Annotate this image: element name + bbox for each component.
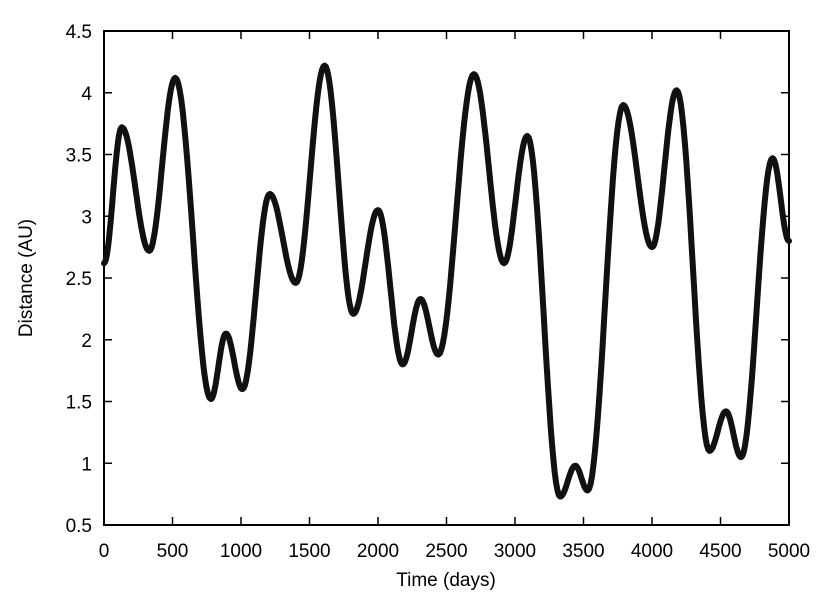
y-tick-label: 2 — [81, 331, 92, 352]
x-tick-label: 3500 — [562, 541, 604, 562]
x-tick-labels: 0 500 1000 1500 2000 2500 3000 3500 4000 4500 5000 — [99, 541, 810, 562]
x-tick-label: 2500 — [425, 541, 467, 562]
x-tick-label: 4000 — [631, 541, 673, 562]
plot-frame — [103, 30, 790, 526]
x-tick-label: 0 — [99, 541, 110, 562]
x-tick-label: 1000 — [220, 541, 262, 562]
x-tick-label: 4500 — [699, 541, 741, 562]
axis-ticks — [103, 30, 790, 526]
y-tick-labels: 0.5 1 1.5 2 2.5 3 3.5 4 4.5 — [66, 22, 93, 537]
y-tick-label: 0.5 — [66, 516, 92, 537]
x-axis-label: Time (days) — [396, 570, 496, 591]
y-tick-label: 2.5 — [66, 269, 92, 290]
y-tick-label: 3.5 — [66, 146, 92, 167]
y-tick-label: 4 — [81, 84, 92, 105]
y-tick-label: 4.5 — [66, 22, 92, 43]
y-tick-label: 1.5 — [66, 393, 92, 414]
x-tick-label: 5000 — [768, 541, 810, 562]
y-axis-label: Distance (AU) — [16, 219, 37, 337]
x-tick-label: 3000 — [494, 541, 536, 562]
y-tick-label: 1 — [81, 454, 92, 475]
series-line — [101, 62, 792, 500]
x-tick-label: 500 — [157, 541, 189, 562]
y-tick-label: 3 — [81, 207, 92, 228]
x-tick-label: 1500 — [288, 541, 330, 562]
x-tick-label: 2000 — [357, 541, 399, 562]
